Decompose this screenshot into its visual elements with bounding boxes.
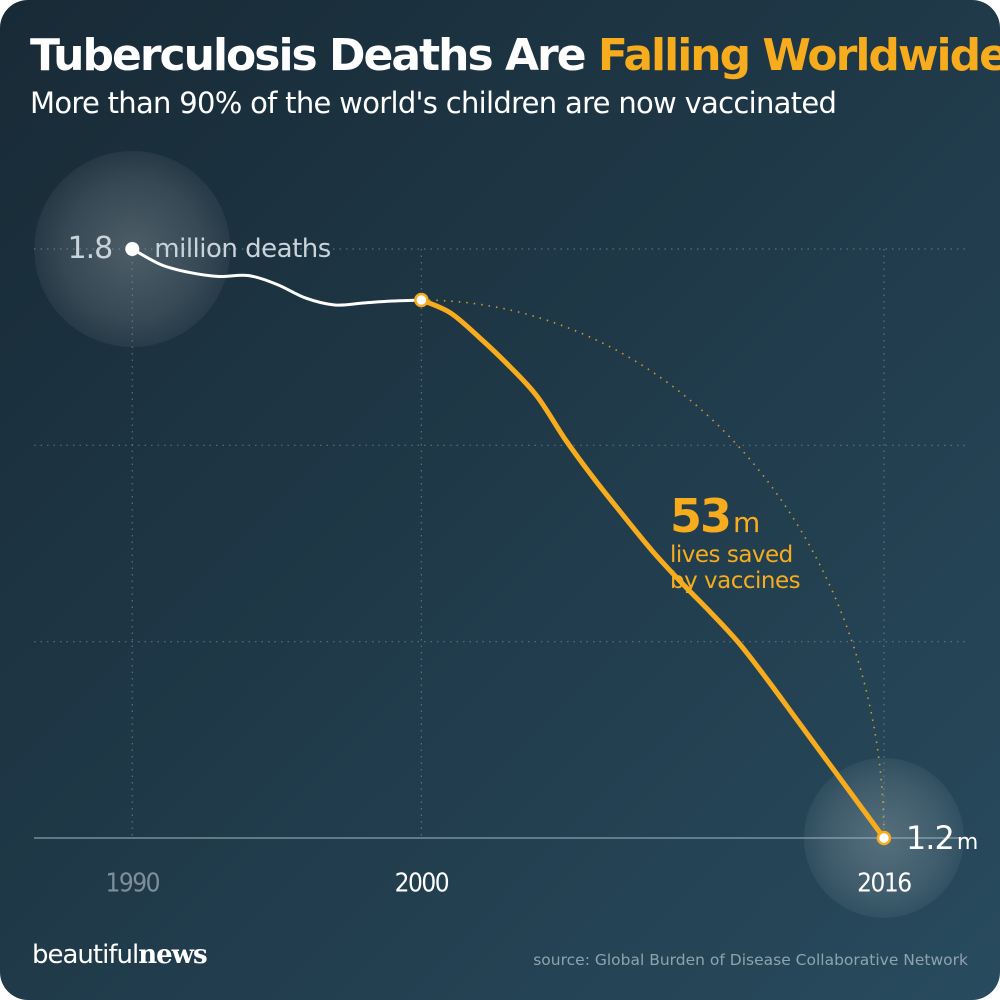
turn-point xyxy=(414,292,429,308)
saved-caption-line-2: by vaccines xyxy=(670,568,800,594)
series-line-2 xyxy=(418,297,887,841)
saved-unit: m xyxy=(733,506,758,539)
source-note: source: Global Burden of Disease Collabo… xyxy=(533,951,968,969)
x-tick-label: 2000 xyxy=(395,869,449,899)
x-tick-label: 1990 xyxy=(106,869,160,899)
saved-value-label: 53 m xyxy=(670,489,758,543)
start-point xyxy=(125,242,140,256)
x-tick-label: 2016 xyxy=(857,869,911,899)
logo-regular: beautiful xyxy=(32,940,139,970)
end-value-label: 1.2 m xyxy=(906,819,977,857)
saved-value: 53 xyxy=(670,489,730,543)
end-unit: m xyxy=(957,830,977,855)
chart-title: Tuberculosis Deaths Are Falling Worldwid… xyxy=(30,26,1000,86)
title-part-1: Tuberculosis Deaths Are xyxy=(30,30,598,81)
end-value: 1.2 xyxy=(906,819,954,857)
start-unit-label: million deaths xyxy=(154,234,331,264)
beautifulnews-logo: beautifulnews xyxy=(32,940,208,970)
logo-bold: news xyxy=(138,940,207,970)
end-point xyxy=(876,830,892,846)
counterfactual-arc xyxy=(421,299,885,839)
saved-caption-line-1: lives saved xyxy=(670,542,793,568)
start-value-label: 1.8 xyxy=(68,231,113,266)
chart-subtitle: More than 90% of the world's children ar… xyxy=(30,86,837,120)
title-part-2: Falling Worldwide xyxy=(597,30,1000,81)
series-line-1 xyxy=(130,247,423,307)
